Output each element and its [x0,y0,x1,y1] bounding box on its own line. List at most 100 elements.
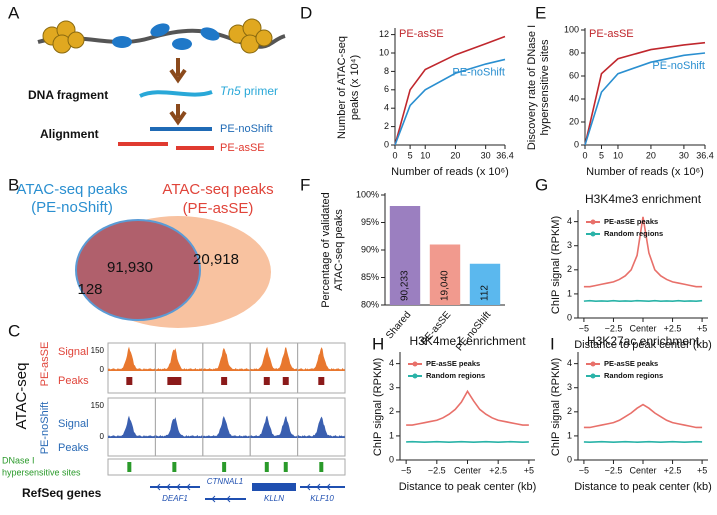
dnase-label: hypersensitive sites [2,467,81,477]
x-tick-label: +2.5 [664,323,682,333]
y-tick-label: 1 [567,288,572,298]
y-tick-label: 2 [567,264,572,274]
x-tick-label: −5 [579,323,589,333]
fragment [139,90,213,98]
axis-line [577,352,708,461]
set-label: ATAC-seq peaks [16,181,127,198]
scale-max: 150 [91,401,105,410]
x-tick-label: +5 [697,323,707,333]
tn5 [112,23,220,50]
y-tick-label: 80 [569,47,579,57]
track-box [297,397,346,457]
set-label: (PE-asSE) [183,200,254,217]
chart-title: H3K4me3 enrichment [585,192,702,206]
series-label: PE-noShift [652,60,705,72]
x-tick-label: 36.4 [696,150,714,160]
scale-min: 0 [100,365,105,374]
x-tick-label: 20 [450,150,460,160]
venn-set [75,219,201,321]
y-tick-label: 4 [389,358,394,368]
series-line [394,58,506,146]
x-tick-label: 0 [392,150,397,160]
x-tick-label: −2.5 [428,465,446,475]
gene-name: CTNNAL1 [207,477,243,486]
track-box [297,342,346,394]
legend-label: PE-asSE peaks [604,217,658,226]
gene-name: KLLN [264,494,284,503]
x-tick-label: −5 [401,465,411,475]
panel-label: A [8,3,20,22]
signal [250,346,298,371]
signal [108,346,156,371]
y-axis-label: ChIP signal (RPKM) [550,358,562,456]
set-label: ATAC-seq peaks [162,181,273,198]
y-axis-label: ChIP signal (RPKM) [372,358,384,456]
peak [318,377,325,385]
legend-label: Random regions [604,371,663,380]
panel-label: D [300,3,312,22]
track-label: Signal [58,346,89,358]
legend-marker [590,361,596,367]
y-tick-label: 3 [567,240,572,250]
left-count: 128 [77,281,102,298]
x-tick-label: 36.4 [496,150,514,160]
x-tick-label: 10 [420,150,430,160]
primer-name: Tn5 [220,84,241,98]
series-line [583,403,703,429]
arrow [169,58,187,84]
x-tick-label: 10 [613,150,623,160]
track-box [154,397,204,457]
series-line [394,35,506,146]
y-tick-label: 0 [567,454,572,464]
y-tick-label: 10 [379,47,389,57]
x-tick-label: +2.5 [664,465,682,475]
legend-label: Random regions [426,371,485,380]
primer-word: primer [244,84,278,98]
signal [297,416,345,438]
series-line [583,216,703,288]
panel-b: B ATAC-seq peaks (PE-noShift) ATAC-seq p… [8,175,274,328]
panel-label: H [372,334,384,353]
overlap-count: 91,930 [107,259,153,276]
legend-label: PE-asSE peaks [604,359,658,368]
x-tick-label: 20 [646,150,656,160]
dnase-site [264,462,269,472]
nucleosome [42,18,273,54]
series-label: PE-noShift [452,66,505,78]
y-tick-label: 95% [361,217,379,227]
panel-c: C ATAC-seq PE-asSE PE-noShift Signal Pea… [2,321,346,503]
group-label: PE-asSE [39,342,51,387]
x-tick-label: +2.5 [489,465,507,475]
bar-label: 19,040 [440,270,451,301]
y-tick-label: 8 [384,66,389,76]
x-tick-label: Center [629,323,656,333]
bar [429,244,461,305]
y-tick-label: 12 [379,29,389,39]
y-tick-label: 0 [384,139,389,149]
x-axis-label: Distance to peak center (kb) [399,481,537,493]
x-tick-label: −2.5 [605,323,623,333]
refseq-label: RefSeq genes [22,486,102,500]
dnase-label: DNase I [2,455,35,465]
x-axis-label: Number of reads (x 10⁶) [391,166,509,178]
legend-marker [412,373,418,379]
peak [282,377,289,385]
track-label: Peaks [58,442,89,454]
axis-line [399,352,535,461]
x-tick-label: 30 [481,150,491,160]
y-tick-label: 85% [361,272,379,282]
dnase-site [127,462,132,472]
peak [221,377,228,385]
gene-name: DEAF1 [162,494,188,503]
x-tick-label: 30 [679,150,689,160]
y-tick-label: 6 [384,84,389,94]
scale-min: 0 [100,432,105,441]
legend-marker [590,219,596,225]
signal [250,415,298,438]
series-line [584,41,706,146]
panel-label: E [535,3,546,22]
y-tick-label: 2 [384,121,389,131]
y-axis-label: ChIP signal (RPKM) [550,216,562,314]
y-tick-label: 0 [389,454,394,464]
bar-label: 112 [480,285,491,301]
